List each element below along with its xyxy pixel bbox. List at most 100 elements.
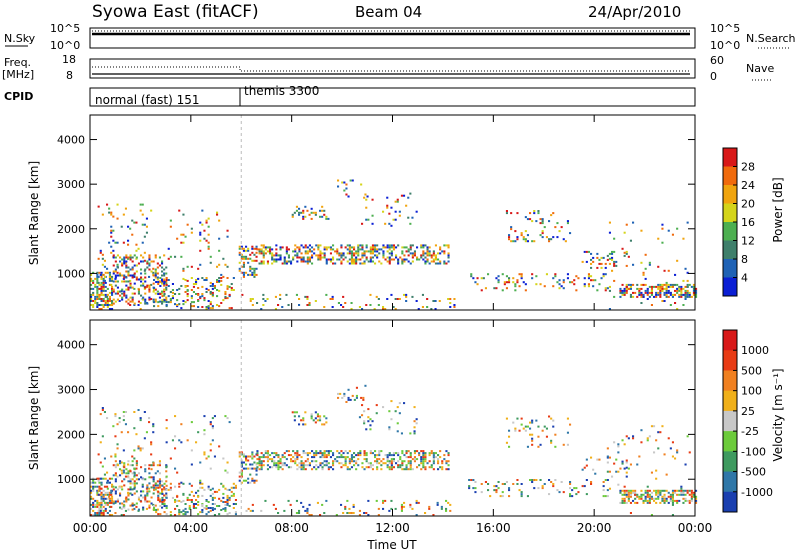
echo-cell	[495, 491, 498, 494]
echo-cell	[669, 447, 672, 450]
echo-cell	[341, 181, 344, 184]
echo-cell	[129, 304, 132, 306]
echo-cell	[541, 429, 544, 432]
echo-cell	[512, 483, 515, 485]
echo-cell	[110, 505, 113, 508]
echo-cell	[256, 466, 259, 469]
echo-cell	[163, 494, 166, 497]
echo-cell	[258, 464, 261, 467]
colorbar-segment	[723, 431, 737, 452]
echo-cell	[623, 493, 626, 496]
echo-cell	[369, 252, 372, 255]
echo-cell	[413, 450, 416, 453]
echo-cell	[396, 298, 399, 300]
echo-cell	[644, 491, 647, 494]
echo-cell	[148, 476, 151, 479]
echo-cell	[380, 248, 383, 251]
echo-cell	[325, 217, 328, 220]
colorbar-segment	[723, 491, 737, 513]
echo-cell	[671, 497, 674, 500]
echo-cell	[100, 495, 103, 498]
echo-cell	[304, 252, 307, 255]
echo-cell	[335, 514, 338, 516]
echo-cell	[550, 441, 553, 444]
echo-cell	[432, 260, 435, 263]
echo-cell	[99, 251, 102, 254]
echo-cell	[188, 499, 191, 501]
echo-cell	[674, 489, 677, 492]
echo-cell	[119, 474, 122, 477]
echo-cell	[218, 289, 221, 292]
echo-cell	[94, 514, 97, 516]
echo-cell	[558, 283, 561, 286]
echo-cell	[355, 258, 358, 261]
echo-cell	[581, 485, 584, 488]
echo-cell	[302, 215, 305, 218]
echo-cell	[133, 475, 136, 478]
echo-cell	[97, 453, 100, 456]
echo-cell	[399, 466, 402, 469]
echo-cell	[169, 488, 172, 491]
echo-cell	[285, 293, 288, 296]
echo-cell	[325, 293, 328, 296]
echo-cell	[537, 425, 540, 428]
echo-cell	[378, 260, 381, 263]
echo-cell	[661, 241, 664, 244]
echo-cell	[133, 487, 136, 490]
echo-cell	[211, 291, 214, 294]
echo-cell	[535, 479, 538, 481]
echo-cell	[110, 245, 113, 248]
echo-cell	[140, 284, 143, 287]
echo-cell	[176, 237, 179, 240]
echo-cell	[146, 494, 149, 497]
echo-cell	[615, 470, 618, 473]
echo-cell	[350, 246, 353, 249]
echo-cell	[133, 273, 136, 276]
echo-cell	[661, 223, 664, 226]
echo-cell	[262, 456, 265, 459]
echo-cell	[178, 303, 181, 306]
echo-cell	[226, 417, 229, 420]
echo-cell	[156, 470, 159, 473]
echo-cell	[382, 406, 385, 409]
echo-cell	[283, 260, 286, 263]
echo-cell	[629, 463, 632, 466]
echo-cell	[97, 489, 100, 492]
echo-cell	[224, 503, 227, 506]
echo-cell	[409, 244, 412, 247]
echo-cell	[371, 452, 374, 455]
echo-cell	[163, 500, 166, 503]
echo-cell	[144, 302, 147, 305]
echo-cell	[390, 400, 393, 403]
echo-cell	[615, 264, 618, 267]
echo-cell	[695, 289, 698, 292]
echo-cell	[153, 505, 156, 507]
echo-cell	[680, 285, 683, 288]
echo-cell	[648, 493, 651, 496]
echo-cell	[447, 468, 450, 471]
echo-cell	[663, 493, 666, 496]
echo-cell	[338, 252, 341, 255]
echo-cell	[112, 500, 115, 503]
echo-cell	[139, 302, 142, 304]
echo-cell	[209, 421, 212, 424]
echo-cell	[245, 257, 248, 260]
echo-cell	[100, 497, 103, 500]
echo-cell	[176, 499, 179, 502]
echo-cell	[240, 469, 243, 472]
echo-cell	[334, 262, 337, 265]
echo-cell	[190, 227, 193, 230]
echo-cell	[108, 211, 111, 214]
echo-cell	[150, 502, 153, 505]
echo-cell	[524, 425, 527, 428]
echo-cell	[313, 454, 316, 457]
echo-cell	[484, 481, 487, 483]
echo-cell	[394, 410, 397, 413]
echo-cell	[112, 298, 115, 301]
echo-cell	[180, 441, 183, 444]
echo-cell	[190, 295, 193, 298]
echo-cell	[211, 503, 214, 505]
echo-cell	[232, 482, 235, 485]
echo-cell	[192, 305, 195, 308]
